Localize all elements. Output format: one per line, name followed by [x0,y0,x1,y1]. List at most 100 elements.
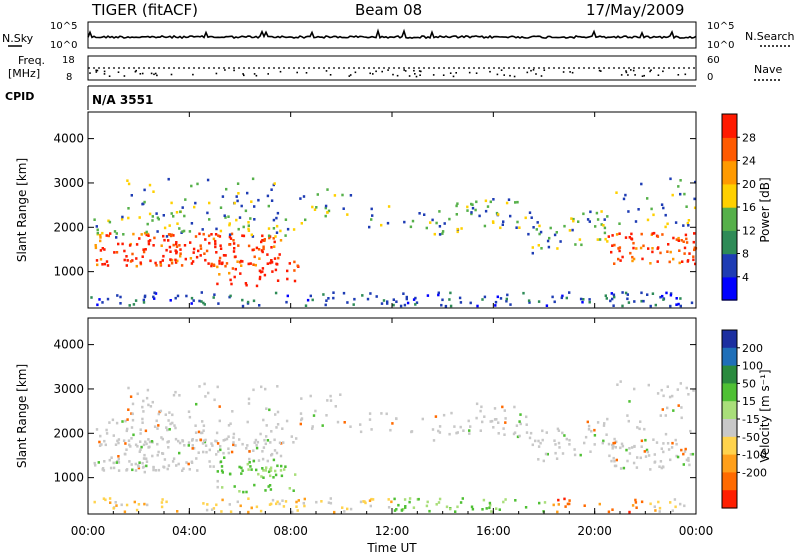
data-pixel [293,279,297,283]
data-pixel [557,498,560,502]
data-pixel [294,473,297,476]
data-pixel [675,454,678,458]
data-pixel [200,300,203,303]
data-pixel [142,399,145,403]
data-pixel [192,447,196,450]
data-pixel [402,292,405,295]
data-pixel [329,501,333,505]
data-pixel [332,296,335,300]
data-pixel [617,247,620,250]
data-pixel [174,426,177,430]
data-pixel [582,298,585,301]
station-title: TIGER (fitACF) [91,1,198,19]
data-pixel [296,509,299,512]
data-pixel [217,234,220,237]
data-pixel [252,299,256,303]
data-pixel [159,260,162,264]
data-pixel [96,231,99,235]
data-pixel [154,292,158,295]
data-pixel [662,298,665,301]
data-pixel [325,299,328,302]
data-pixel [191,439,194,442]
data-pixel [108,458,111,462]
data-pixel [675,297,678,300]
data-pixel [440,303,443,307]
data-pixel [626,293,629,296]
data-pixel [410,430,414,433]
freq-dot [600,70,602,72]
freq-dot [381,70,383,73]
data-pixel [251,248,254,252]
data-pixel [541,429,544,433]
data-pixel [456,202,459,205]
freq-dot [449,72,452,74]
data-pixel [588,300,591,304]
data-pixel [199,244,202,247]
data-pixel [531,443,534,447]
data-pixel [105,428,108,432]
data-pixel [105,260,109,263]
data-pixel [246,420,249,424]
data-pixel [139,261,142,264]
data-pixel [174,258,177,262]
data-pixel [164,413,167,416]
data-pixel [194,201,197,205]
data-pixel [219,247,223,250]
data-pixel [178,244,181,247]
data-pixel [93,218,96,221]
y-tick-label: 4000 [53,132,84,146]
data-pixel [115,421,119,425]
data-pixel [138,237,141,240]
data-pixel [144,248,147,251]
data-pixel [559,240,562,243]
colorbar-segment [722,114,737,138]
data-pixel [666,406,669,410]
data-pixel [631,255,634,259]
data-pixel [280,442,283,445]
data-pixel [232,239,235,242]
data-pixel [169,299,172,302]
freq-dot [632,69,635,72]
data-pixel [210,233,213,236]
data-pixel [206,503,209,506]
data-pixel [341,506,344,509]
data-pixel [681,260,684,263]
data-pixel [274,413,277,416]
freq-dot [643,74,645,77]
data-pixel [680,448,683,452]
data-pixel [311,298,314,302]
data-pixel [554,443,557,446]
data-pixel [257,248,261,251]
data-pixel [686,260,689,263]
data-pixel [250,468,253,471]
data-pixel [190,302,193,305]
data-pixel [188,230,192,233]
data-pixel [281,499,284,502]
data-pixel [205,508,209,512]
power-y-axis-label: Slant Range [km] [15,158,29,262]
data-pixel [159,263,162,266]
data-pixel [175,211,179,214]
data-pixel [138,450,141,453]
data-pixel [247,227,250,231]
data-pixel [99,233,102,237]
data-pixel [167,177,170,181]
data-pixel [163,238,166,242]
data-pixel [584,435,588,439]
data-pixel [125,448,128,451]
data-pixel [212,465,215,468]
data-pixel [343,510,346,513]
data-pixel [651,292,655,295]
data-pixel [227,447,230,450]
data-pixel [131,412,134,416]
data-pixel [223,438,227,442]
data-pixel [193,205,196,209]
data-pixel [232,443,235,447]
data-pixel [176,510,179,513]
data-pixel [265,407,268,410]
data-pixel [276,410,280,414]
data-pixel [334,405,337,408]
data-pixel [481,508,484,511]
data-pixel [662,206,665,210]
data-pixel [115,236,118,239]
